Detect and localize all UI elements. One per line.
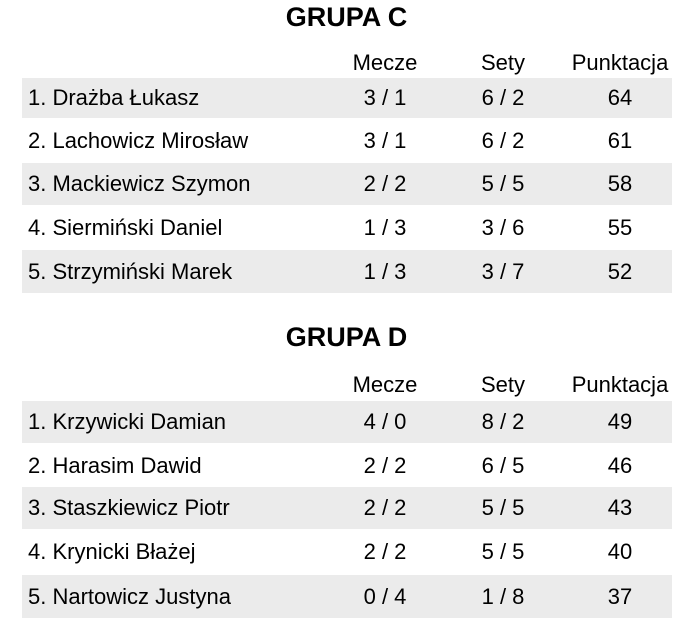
table-row: 1. Drażba Łukasz 3 / 1 6 / 2 64 [22, 78, 672, 118]
matches-cell: 3 / 1 [363, 128, 407, 153]
sets-cell: 6 / 2 [481, 85, 525, 110]
points-cell: 43 [607, 495, 633, 520]
column-header-sets: Sety [480, 50, 526, 75]
sets-cell: 3 / 6 [481, 214, 525, 240]
table-row: 2. Lachowicz Mirosław 3 / 1 6 / 2 61 [22, 121, 672, 161]
column-header-sets: Sety [480, 372, 526, 397]
player-name: 1. Drażba Łukasz [28, 85, 200, 110]
sets-cell: 8 / 2 [481, 409, 525, 434]
player-name: 4. Krynicki Błażej [28, 538, 196, 564]
sets-cell: 5 / 5 [481, 538, 525, 564]
group-title: GRUPA C [285, 2, 408, 32]
column-header-points: Punktacja [571, 372, 669, 397]
column-header-matches: Mecze [352, 372, 418, 397]
points-cell: 52 [607, 258, 633, 284]
player-name: 3. Staszkiewicz Piotr [28, 495, 230, 520]
sets-cell: 6 / 5 [481, 453, 525, 478]
table-row: 1. Krzywicki Damian 4 / 0 8 / 2 49 [22, 401, 672, 443]
table-row: 4. Krynicki Błażej 2 / 2 5 / 5 40 [22, 531, 672, 572]
points-cell: 40 [607, 538, 633, 564]
player-name: 2. Lachowicz Mirosław [28, 128, 249, 153]
column-header-matches: Mecze [352, 50, 418, 75]
player-name: 4. Siermiński Daniel [28, 214, 223, 240]
points-cell: 37 [607, 583, 633, 609]
sets-cell: 5 / 5 [481, 495, 525, 520]
points-cell: 58 [607, 171, 633, 196]
matches-cell: 2 / 2 [363, 453, 407, 478]
table-row: 2. Harasim Dawid 2 / 2 6 / 5 46 [22, 446, 672, 486]
player-name: 5. Nartowicz Justyna [28, 583, 231, 609]
table-row: 3. Staszkiewicz Piotr 2 / 2 5 / 5 43 [22, 487, 672, 529]
matches-cell: 4 / 0 [363, 409, 407, 434]
sets-cell: 5 / 5 [481, 171, 525, 196]
points-cell: 49 [607, 409, 633, 434]
matches-cell: 1 / 3 [363, 258, 407, 284]
matches-cell: 2 / 2 [363, 495, 407, 520]
table-row: 4. Siermiński Daniel 1 / 3 3 / 6 55 [22, 207, 672, 248]
points-cell: 64 [607, 85, 633, 110]
table-row: 5. Nartowicz Justyna 0 / 4 1 / 8 37 [22, 575, 672, 618]
player-name: 3. Mackiewicz Szymon [28, 171, 251, 196]
column-header-points: Punktacja [571, 50, 669, 75]
matches-cell: 2 / 2 [363, 538, 407, 564]
matches-cell: 3 / 1 [363, 85, 407, 110]
table-row: 5. Strzymiński Marek 1 / 3 3 / 7 52 [22, 250, 672, 293]
player-name: 5. Strzymiński Marek [28, 258, 233, 284]
matches-cell: 1 / 3 [363, 214, 407, 240]
table-row: 3. Mackiewicz Szymon 2 / 2 5 / 5 58 [22, 163, 672, 205]
matches-cell: 0 / 4 [363, 583, 407, 609]
points-cell: 61 [607, 128, 633, 153]
points-cell: 46 [607, 453, 633, 478]
points-cell: 55 [607, 214, 633, 240]
player-name: 2. Harasim Dawid [28, 453, 202, 478]
group-title: GRUPA D [285, 322, 408, 352]
sets-cell: 6 / 2 [481, 128, 525, 153]
matches-cell: 2 / 2 [363, 171, 407, 196]
player-name: 1. Krzywicki Damian [28, 409, 227, 434]
sets-cell: 3 / 7 [481, 258, 525, 284]
sets-cell: 1 / 8 [481, 583, 525, 609]
